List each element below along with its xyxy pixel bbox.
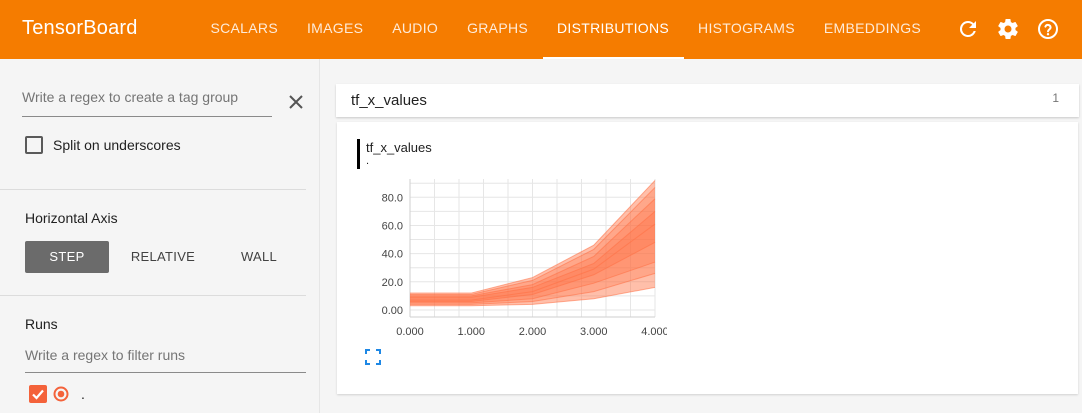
split-underscores-toggle[interactable]: Split on underscores xyxy=(25,136,181,154)
sidebar: Split on underscores Horizontal Axis STE… xyxy=(0,59,320,413)
horizontal-axis-selector: STEP RELATIVE WALL xyxy=(25,241,301,273)
percentile-line-p93 xyxy=(410,187,656,295)
band-p16-p84 xyxy=(410,198,655,303)
run-color-radio[interactable] xyxy=(53,386,69,402)
tag-group-name: tf_x_values xyxy=(351,92,427,109)
horizontal-axis-title: Horizontal Axis xyxy=(25,210,118,226)
tag-group-header[interactable]: tf_x_values 1 xyxy=(336,84,1079,117)
close-icon[interactable] xyxy=(286,92,306,112)
x-tick-label: 3.000 xyxy=(580,326,608,338)
runs-title: Runs xyxy=(25,316,58,332)
x-tick-label: 1.000 xyxy=(457,326,485,338)
percentile-line-p7 xyxy=(410,272,656,305)
tab-audio[interactable]: AUDIO xyxy=(392,20,439,36)
y-tick-label: 0.00 xyxy=(382,305,403,317)
tab-embeddings[interactable]: EMBEDDINGS xyxy=(823,20,922,36)
percentile-line-p0 xyxy=(410,286,656,307)
runs-filter-input[interactable] xyxy=(25,347,306,363)
band-p31-p69 xyxy=(410,211,655,302)
percentile-line-p100 xyxy=(410,180,656,294)
tag-regex-field[interactable] xyxy=(22,89,272,117)
y-tick-label: 20.0 xyxy=(382,277,403,289)
axis-wall-button[interactable]: WALL xyxy=(240,249,278,264)
percentile-line-p84 xyxy=(410,198,656,297)
distribution-card: tf_x_values . 0.00 20.0 40.0 60.0 80.0 0.000 1… xyxy=(337,122,1078,394)
split-underscores-label: Split on underscores xyxy=(53,137,181,153)
divider xyxy=(0,295,306,296)
tab-graphs[interactable]: GRAPHS xyxy=(467,20,529,36)
y-tick-label: 60.0 xyxy=(382,220,403,232)
y-tick-label: 40.0 xyxy=(382,249,403,261)
card-title: tf_x_values xyxy=(366,140,432,155)
run-name: . xyxy=(81,386,85,402)
x-tick-label: 4.000 xyxy=(641,326,667,338)
settings-icon[interactable] xyxy=(996,17,1020,41)
axis-step-button[interactable]: STEP xyxy=(25,241,109,273)
help-icon[interactable] xyxy=(1036,17,1060,41)
percentile-line-p69 xyxy=(410,211,656,298)
tab-histograms[interactable]: HISTOGRAMS xyxy=(698,20,795,36)
percentile-line-p31 xyxy=(410,241,656,303)
top-app-bar: TensorBoard SCALARS IMAGES AUDIO GRAPHS … xyxy=(0,0,1082,59)
axis-relative-button[interactable]: RELATIVE xyxy=(130,249,196,264)
run-checkbox[interactable] xyxy=(29,385,47,403)
tag-regex-input[interactable] xyxy=(22,89,272,105)
card-subtitle: . xyxy=(366,155,370,167)
card-title-marker xyxy=(357,139,360,169)
x-tick-label: 0.000 xyxy=(396,326,424,338)
toolbar-icons xyxy=(956,17,1060,41)
distribution-chart: 0.00 20.0 40.0 60.0 80.0 0.000 1.000 2.000 3.000… xyxy=(382,179,667,338)
split-underscores-checkbox[interactable] xyxy=(25,136,43,154)
tab-scalars[interactable]: SCALARS xyxy=(210,20,278,36)
run-item: . xyxy=(29,385,85,403)
refresh-icon[interactable] xyxy=(956,17,980,41)
app-title: TensorBoard xyxy=(22,17,138,39)
divider xyxy=(0,189,306,190)
percentile-line-p50 xyxy=(410,223,656,301)
tag-group-count: 1 xyxy=(1052,91,1059,105)
runs-filter-field[interactable] xyxy=(25,347,306,373)
tab-images[interactable]: IMAGES xyxy=(306,20,364,36)
y-tick-label: 80.0 xyxy=(382,192,403,204)
x-tick-label: 2.000 xyxy=(519,326,547,338)
tab-distributions[interactable]: DISTRIBUTIONS xyxy=(542,0,684,59)
percentile-line-p16 xyxy=(410,261,656,304)
fullscreen-icon[interactable] xyxy=(365,349,381,365)
nav-tabs: SCALARS IMAGES AUDIO GRAPHS DISTRIBUTION… xyxy=(196,0,936,59)
